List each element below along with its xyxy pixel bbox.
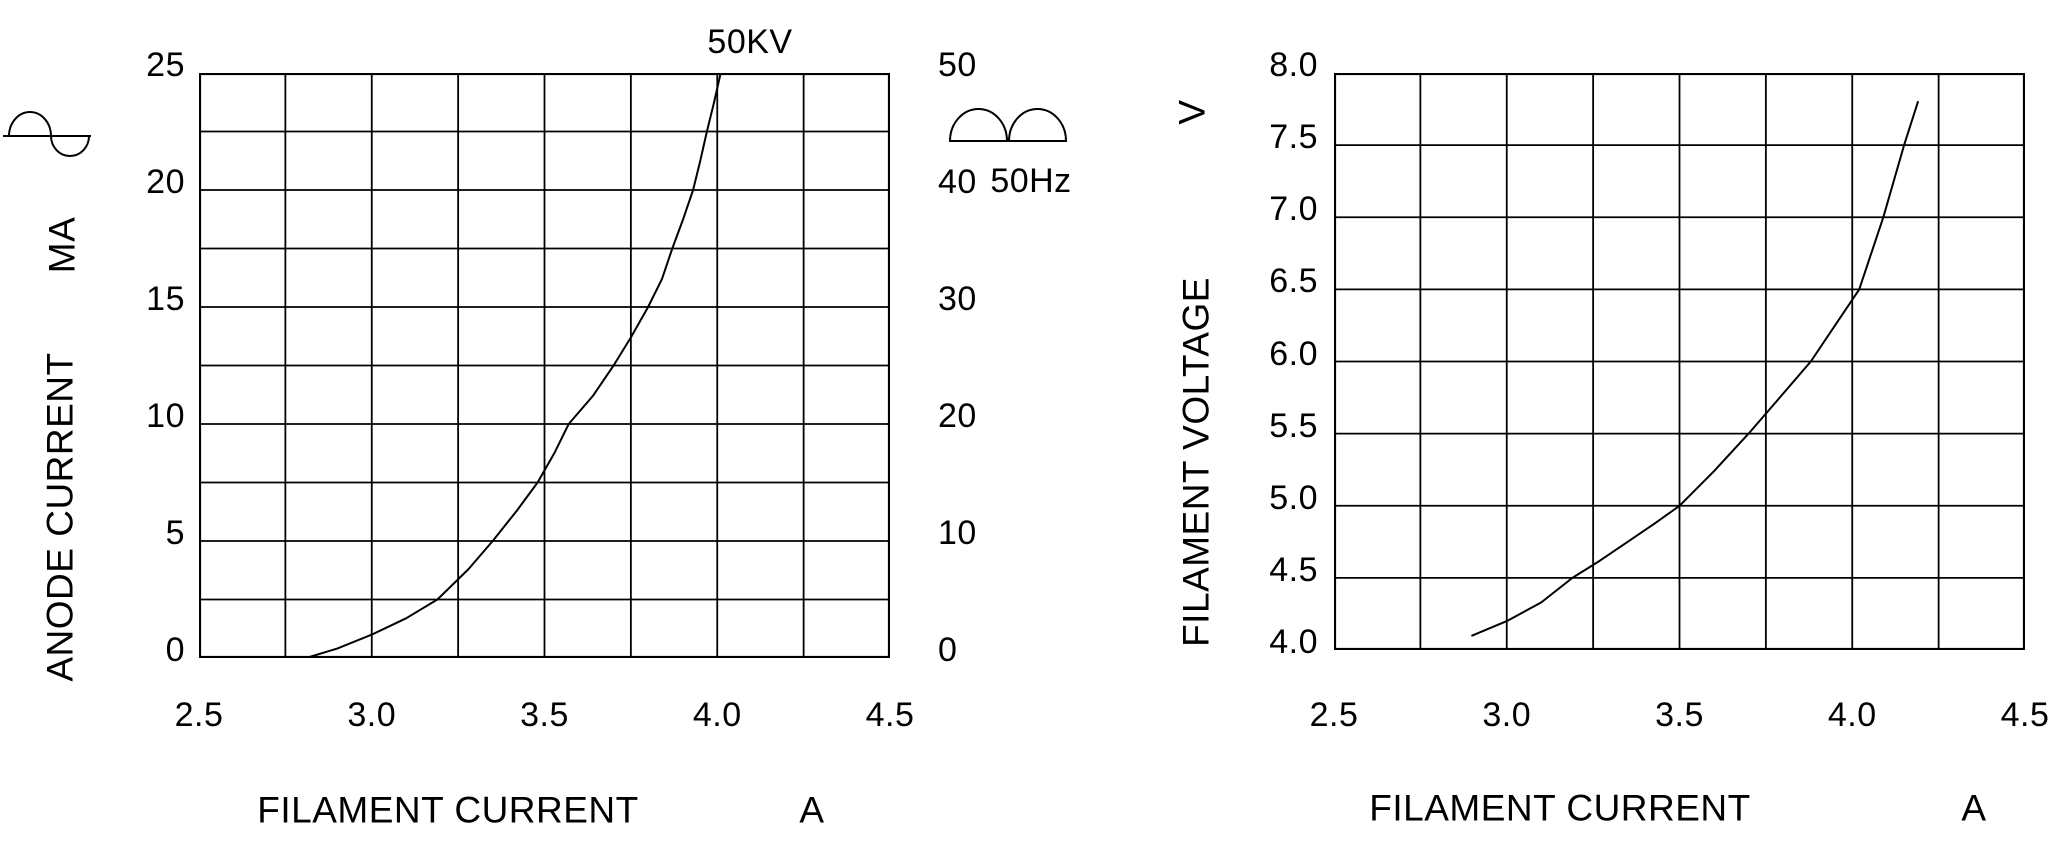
y-tick-label: 7.5 [1269,118,1318,157]
y-tick-label: 4.5 [1269,550,1318,589]
secondary-y-tick-label: 20 [938,397,977,435]
right-y-axis-unit-label: V [1171,99,1213,125]
y-tick-label: 25 [146,46,185,84]
secondary-y-tick-label: 10 [938,514,977,552]
filament-voltage-curve [1471,100,1919,637]
left-x-axis-title: FILAMENT CURRENT [257,789,639,831]
secondary-y-tick-label: 40 [938,163,977,201]
x-tick-label: 4.5 [2000,696,2048,734]
x-tick-label: 2.5 [174,696,224,734]
x-tick-label: 3.5 [1655,696,1704,734]
y-tick-label: 5.5 [1269,406,1318,445]
y-tick-label: 20 [146,163,185,201]
right-y-axis-title: FILAMENT VOLTAGE [1175,277,1217,647]
y-tick-label: 8.0 [1269,46,1318,84]
left-y-axis-unit-label: MA [41,216,83,274]
left-y-axis-title: ANODE CURRENT [39,352,81,682]
kv-curve-annotation: 50KV [707,23,793,61]
anode-current-gridlines [199,73,890,658]
x-tick-label: 4.0 [692,696,742,734]
filament-voltage-grid-svg [1334,73,2025,650]
x-tick-label: 3.5 [520,696,569,734]
anode-current-curve [305,73,722,658]
x-tick-label: 4.0 [1827,696,1877,734]
x-tick-label: 2.5 [1309,696,1359,734]
y-tick-label: 5 [165,514,185,552]
hz-annotation: 50Hz [990,162,1072,200]
anode-current-grid-svg [199,73,890,658]
secondary-y-tick-label: 0 [938,631,958,669]
y-tick-label: 7.0 [1269,190,1318,229]
filament-voltage-plot-border [1334,73,2025,650]
ac-sine-wave-icon [3,110,91,162]
y-tick-label: 4.0 [1269,623,1318,661]
anode-current-plot [199,73,890,658]
x-tick-label: 3.0 [1482,696,1532,734]
y-tick-label: 0 [165,631,185,669]
filament-voltage-gridlines [1334,73,2025,650]
filament-voltage-plot [1334,73,2025,650]
left-x-axis-unit-label: A [799,789,825,831]
anode-current-plot-border [199,73,890,658]
y-tick-label: 15 [146,280,185,318]
right-x-axis-title: FILAMENT CURRENT [1369,787,1751,829]
secondary-y-tick-label: 30 [938,280,977,318]
x-tick-label: 3.0 [347,696,397,734]
right-x-axis-unit-label: A [1961,787,1987,829]
y-tick-label: 6.5 [1269,262,1318,301]
y-tick-label: 6.0 [1269,334,1318,373]
secondary-y-tick-label: 50 [938,46,977,84]
rectified-wave-icon [948,104,1068,144]
y-tick-label: 5.0 [1269,478,1318,517]
y-tick-label: 10 [146,397,185,435]
x-tick-label: 4.5 [865,696,915,734]
